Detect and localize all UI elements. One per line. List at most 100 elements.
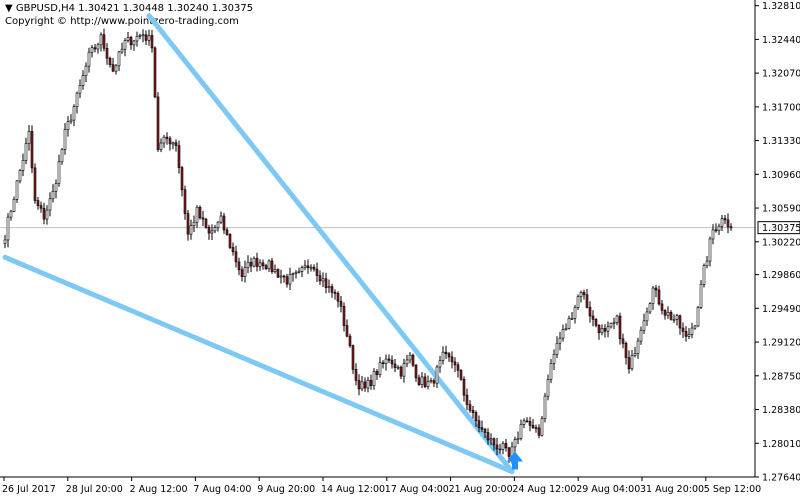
candle-body bbox=[717, 225, 721, 231]
candle-body bbox=[615, 315, 619, 323]
candle-body bbox=[27, 131, 31, 144]
candle-body bbox=[216, 221, 220, 228]
candle-body bbox=[84, 65, 88, 76]
candle-body bbox=[456, 364, 460, 371]
candle-body bbox=[483, 428, 487, 433]
candle-body bbox=[708, 238, 712, 262]
candle-body bbox=[621, 338, 625, 344]
chart-menu-icon[interactable]: ▼ bbox=[5, 3, 13, 14]
candle-body bbox=[630, 355, 634, 370]
candle-body bbox=[141, 34, 145, 37]
y-tick-label: 1.29490 bbox=[762, 304, 800, 315]
candle-body bbox=[381, 362, 385, 364]
candle-body bbox=[516, 438, 520, 440]
y-tick-label: 1.30220 bbox=[762, 237, 800, 248]
candle-body bbox=[120, 48, 124, 53]
candle-body bbox=[279, 275, 283, 278]
candle-body bbox=[192, 221, 196, 226]
candle-body bbox=[300, 267, 304, 272]
x-tick-label: 14 Aug 12:00 bbox=[321, 484, 385, 495]
candle-body bbox=[462, 378, 466, 396]
x-tick-label: 9 Aug 20:00 bbox=[257, 484, 315, 495]
candle-body bbox=[336, 292, 340, 302]
candle-body bbox=[297, 270, 301, 273]
candle-body bbox=[459, 369, 463, 380]
candle-body bbox=[513, 439, 517, 448]
candle-body bbox=[54, 183, 58, 192]
candle-body bbox=[570, 318, 574, 320]
candle-body bbox=[669, 312, 673, 320]
candle-body bbox=[366, 379, 370, 389]
candle-body bbox=[144, 34, 148, 41]
candle-body bbox=[276, 269, 280, 278]
candle-body bbox=[342, 305, 346, 326]
candle-body bbox=[534, 427, 538, 429]
candle-body bbox=[642, 320, 646, 331]
candle-body bbox=[372, 371, 376, 386]
y-tick-label: 1.31700 bbox=[762, 102, 800, 113]
y-tick-label: 1.32070 bbox=[762, 69, 800, 80]
candle-body bbox=[489, 438, 493, 441]
candle-body bbox=[540, 418, 544, 436]
x-tick-label: 21 Aug 20:00 bbox=[449, 484, 513, 495]
candle-body bbox=[309, 266, 313, 269]
candle-body bbox=[519, 424, 523, 439]
candle-body bbox=[435, 366, 439, 384]
candle-body bbox=[51, 190, 55, 200]
candle-body bbox=[711, 229, 715, 240]
candle-body bbox=[258, 262, 262, 267]
wedge-upper-line bbox=[146, 13, 515, 475]
candle-body bbox=[543, 395, 547, 420]
candle-body bbox=[429, 380, 433, 383]
candle-body bbox=[246, 261, 250, 269]
candle-body bbox=[474, 412, 478, 422]
candle-body bbox=[282, 275, 286, 278]
candle-body bbox=[477, 420, 481, 428]
candle-body bbox=[588, 307, 592, 317]
candle-body bbox=[78, 85, 82, 94]
candle-body bbox=[528, 421, 532, 426]
candle-body bbox=[348, 335, 352, 346]
y-tick-label: 1.31330 bbox=[762, 136, 800, 147]
candle-body bbox=[48, 198, 52, 211]
candle-body bbox=[249, 261, 253, 267]
candle-body bbox=[525, 420, 529, 423]
candle-body bbox=[129, 37, 133, 46]
candle-body bbox=[12, 199, 16, 212]
candle-body bbox=[321, 278, 325, 282]
candle-body bbox=[186, 213, 190, 235]
candle-body bbox=[135, 35, 139, 42]
candle-body bbox=[333, 292, 337, 294]
candle-body bbox=[165, 136, 169, 139]
x-tick-label: 24 Aug 12:00 bbox=[512, 484, 576, 495]
up-arrow-icon bbox=[507, 451, 523, 470]
candle-body bbox=[729, 226, 733, 229]
candle-body bbox=[351, 345, 355, 370]
current-price-label: 1.30375 bbox=[762, 223, 800, 234]
candle-body bbox=[603, 328, 607, 332]
candle-body bbox=[132, 40, 136, 46]
candle-body bbox=[177, 145, 181, 168]
x-tick-label: 5 Sep 12:00 bbox=[704, 484, 761, 495]
y-tick-label: 1.29860 bbox=[762, 270, 800, 281]
ohlc-readout: 1.30421 1.30448 1.30240 1.30375 bbox=[78, 3, 254, 14]
candle-body bbox=[312, 266, 316, 270]
candle-body bbox=[150, 35, 154, 49]
candle-body bbox=[123, 40, 127, 50]
candle-body bbox=[138, 35, 142, 37]
candle-body bbox=[678, 315, 682, 329]
candle-body bbox=[324, 278, 328, 288]
candle-body bbox=[222, 215, 226, 231]
chart-header: ▼ GBPUSD,H4 1.30421 1.30448 1.30240 1.30… bbox=[5, 3, 253, 14]
candle-body bbox=[147, 35, 151, 41]
candle-body bbox=[117, 51, 121, 67]
y-tick-label: 1.30590 bbox=[762, 204, 800, 215]
candle-body bbox=[183, 189, 187, 214]
candle-body bbox=[267, 260, 271, 270]
candle-body bbox=[126, 37, 130, 41]
candle-body bbox=[552, 353, 556, 364]
candle-body bbox=[636, 340, 640, 354]
candle-body bbox=[255, 258, 259, 267]
candle-body bbox=[3, 239, 7, 244]
